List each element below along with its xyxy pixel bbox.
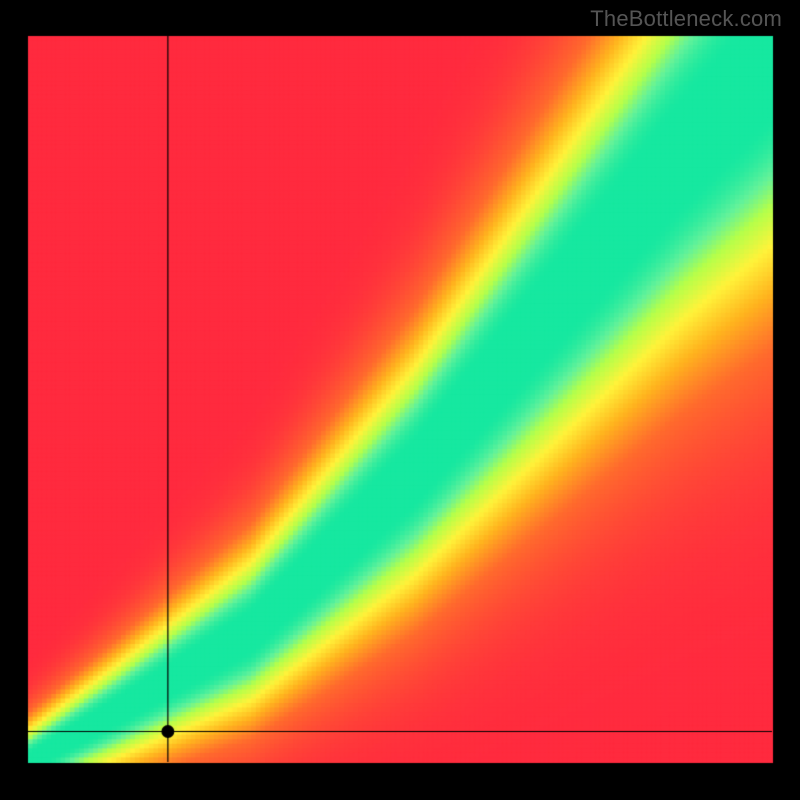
stage: TheBottleneck.com <box>0 0 800 800</box>
heatmap-canvas <box>0 0 800 800</box>
watermark-text: TheBottleneck.com <box>590 6 782 32</box>
